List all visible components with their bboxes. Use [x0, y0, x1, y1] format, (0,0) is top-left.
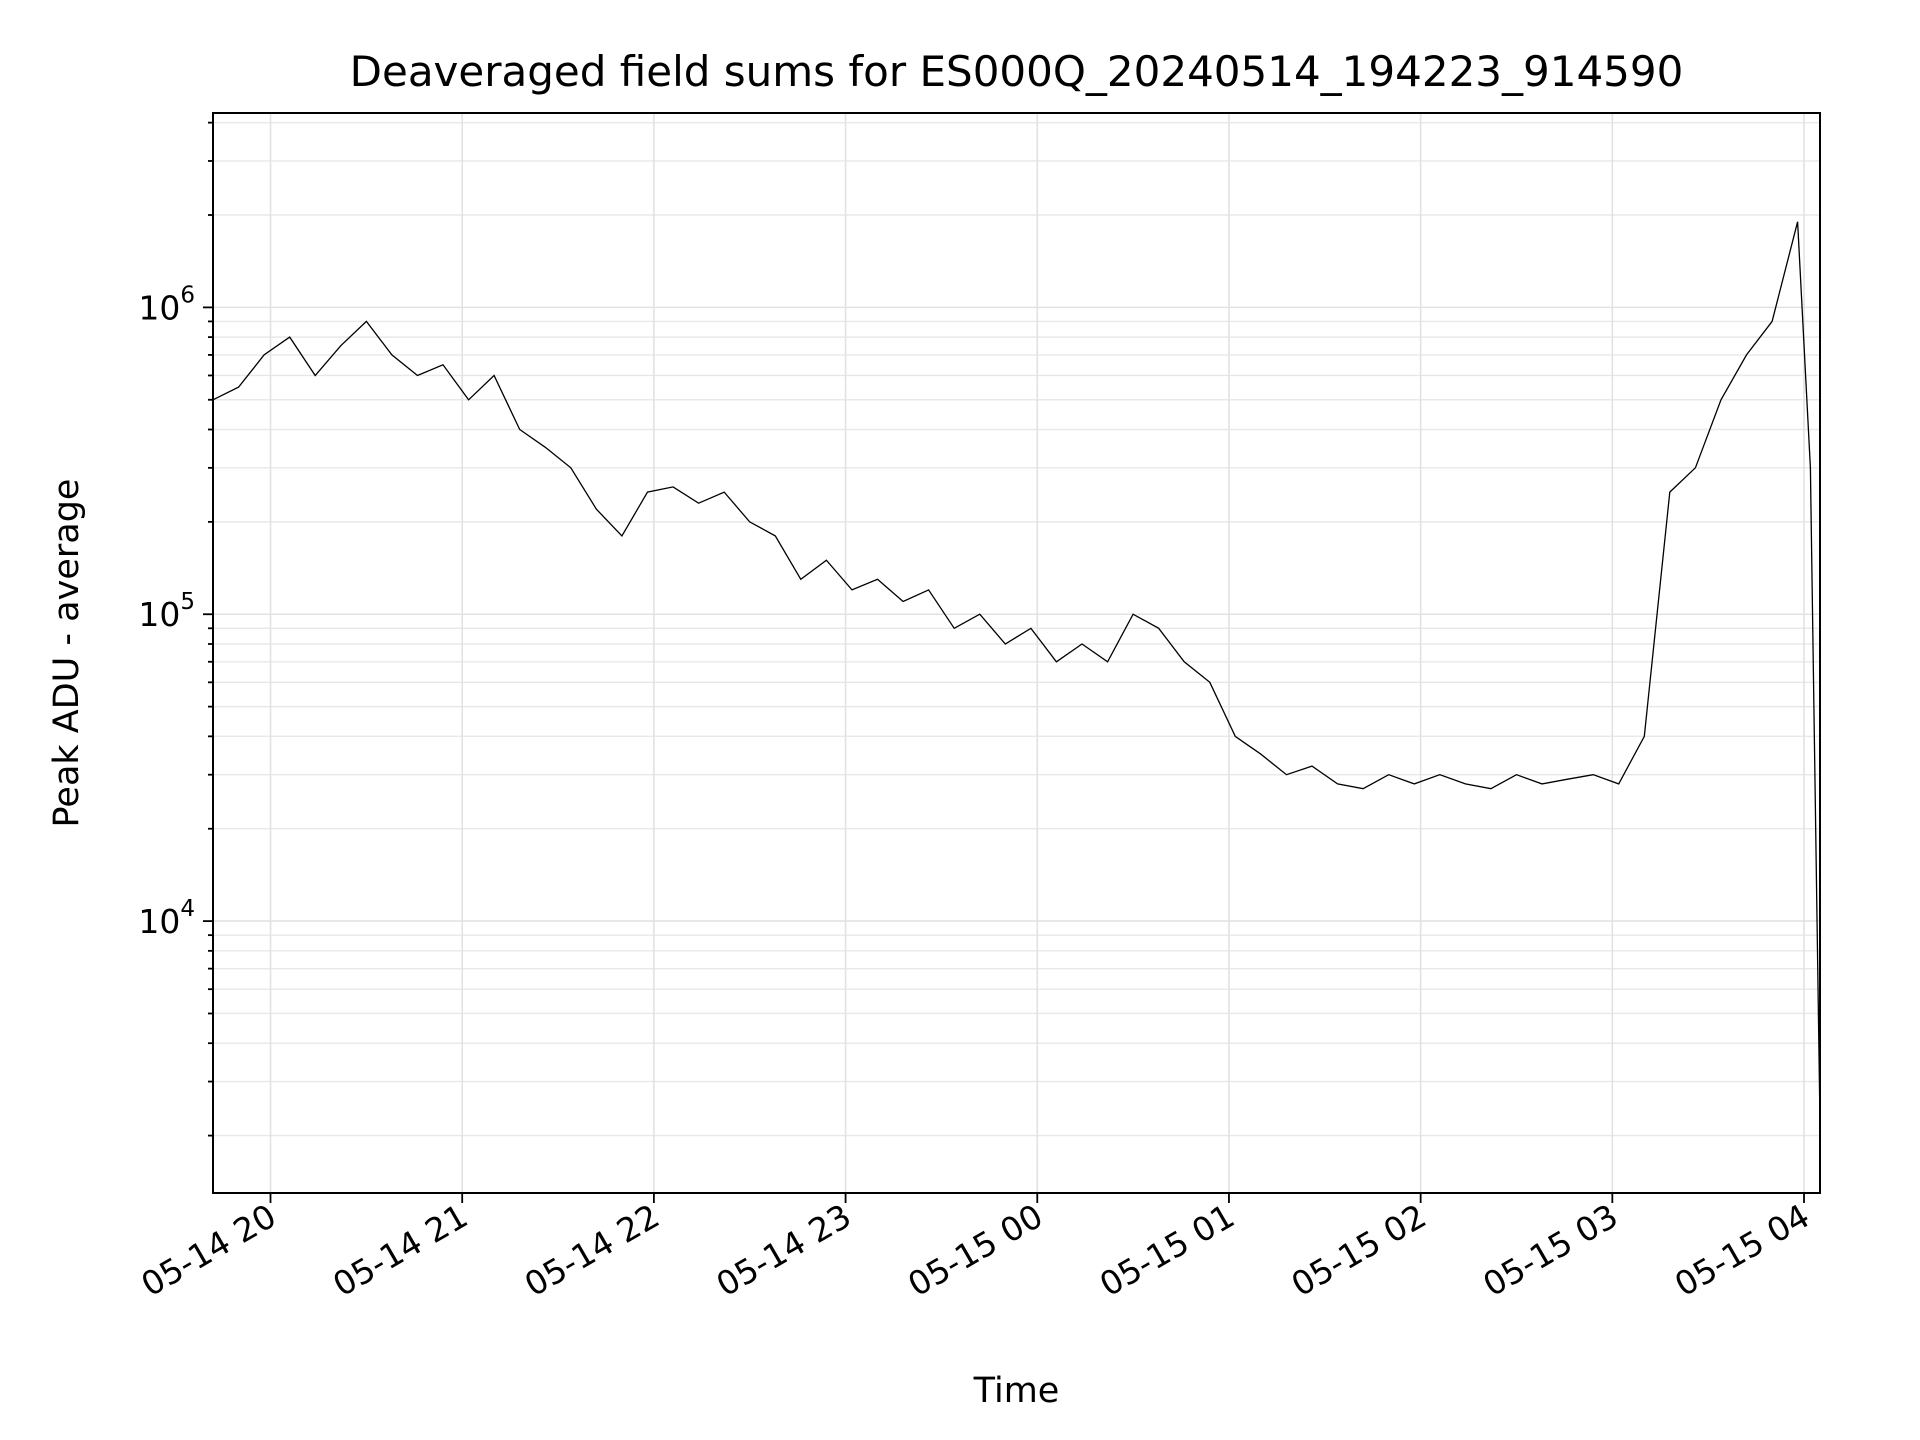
series-layer — [212, 221, 1821, 1123]
chart-title: Deaveraged field sums for ES000Q_2024051… — [350, 47, 1684, 96]
y-tick-label-exponent: 4 — [180, 896, 195, 922]
series-line — [212, 221, 1821, 1123]
y-axis-label: Peak ADU - average — [47, 479, 87, 828]
x-axis-label: Time — [973, 1371, 1060, 1411]
y-tick-label-exponent: 5 — [180, 589, 195, 615]
y-tick-label: 104 — [138, 896, 195, 941]
y-tick-label-base: 10 — [138, 902, 180, 941]
plot-frame — [212, 112, 1821, 1194]
y-tick-label-base: 10 — [138, 288, 180, 327]
y-tick-label-base: 10 — [138, 595, 180, 634]
y-tick-label: 106 — [138, 282, 195, 327]
y-tick-label-exponent: 6 — [180, 282, 195, 308]
grid — [213, 113, 1820, 1193]
y-tick-label: 105 — [138, 589, 195, 634]
